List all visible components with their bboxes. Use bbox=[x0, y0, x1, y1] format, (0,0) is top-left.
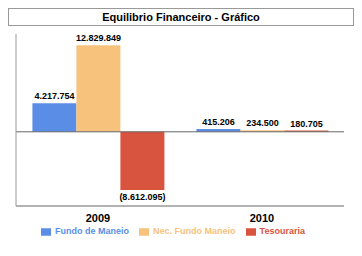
html-text:Tesouraria: Tesouraria bbox=[259, 226, 305, 236]
svg-text:180.705: 180.705 bbox=[290, 119, 323, 129]
svg-text:234.500: 234.500 bbox=[246, 118, 279, 128]
svg-text:4.217.754: 4.217.754 bbox=[34, 91, 74, 101]
svg-text:2009: 2009 bbox=[86, 212, 110, 224]
svg-text:415.206: 415.206 bbox=[202, 117, 235, 127]
html-text:Nec. Fundo Maneio: Nec. Fundo Maneio bbox=[153, 226, 236, 236]
html-text:Equilibrio Financeiro - Gráfic: Equilibrio Financeiro - Gráfico bbox=[102, 11, 260, 23]
svg-text:(8.612.095): (8.612.095) bbox=[119, 192, 165, 202]
html-text:Fundo de Maneio: Fundo de Maneio bbox=[55, 226, 130, 236]
svg-text:2010: 2010 bbox=[250, 212, 274, 224]
svg-text:12.829.849: 12.829.849 bbox=[76, 33, 121, 43]
